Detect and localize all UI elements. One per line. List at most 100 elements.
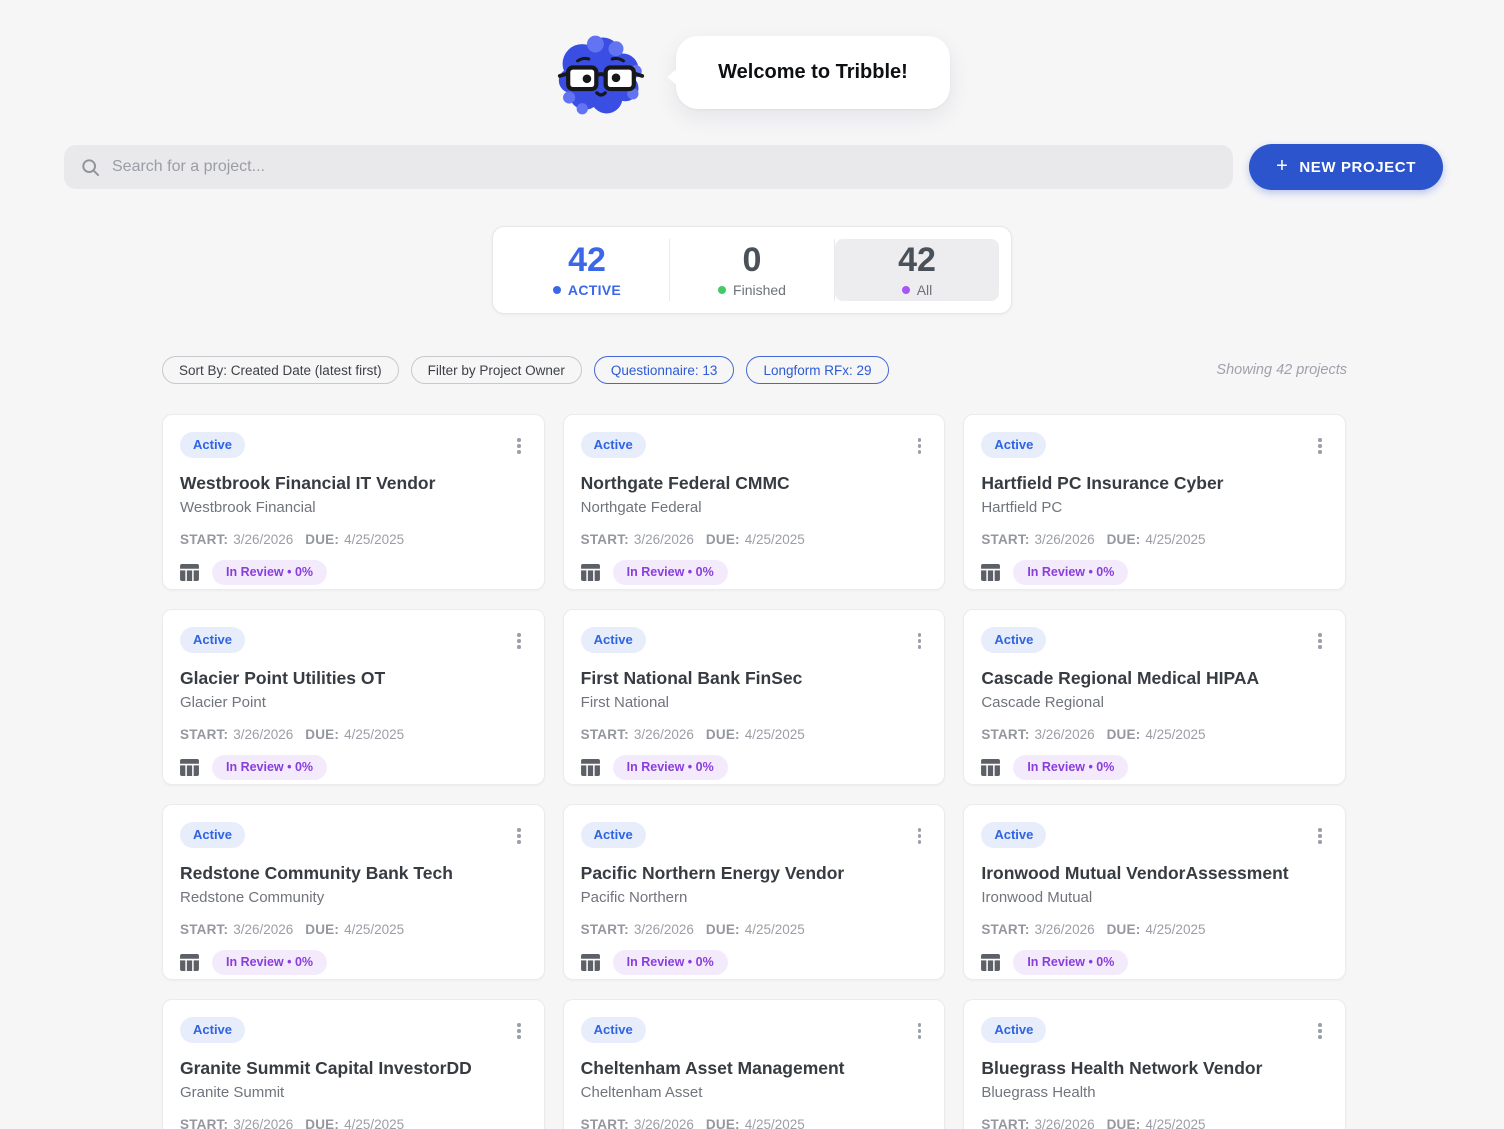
due-label: DUE: (1106, 921, 1141, 937)
progress-pill: In Review • 0% (212, 754, 328, 780)
welcome-bubble: Welcome to Tribble! (667, 36, 950, 109)
start-date: 3/26/2026 (233, 1116, 294, 1129)
stat-active[interactable]: 42 ACTIVE (505, 239, 669, 301)
start-label: START: (580, 531, 629, 547)
due-date: 4/25/2025 (1145, 726, 1206, 742)
due-label: DUE: (1106, 1116, 1141, 1129)
project-company: Pacific Northern (580, 888, 688, 906)
due-date: 4/25/2025 (1145, 531, 1206, 547)
kebab-menu-icon[interactable] (1312, 824, 1328, 848)
start-label: START: (580, 726, 629, 742)
table-icon (981, 953, 1001, 971)
status-badge: Active (580, 1017, 646, 1043)
table-icon (580, 758, 600, 776)
project-company: Northgate Federal (580, 498, 702, 516)
project-dates: START: 3/26/2026 DUE: 4/25/2025 (581, 532, 928, 547)
due-date: 4/25/2025 (344, 1116, 405, 1129)
due-label: DUE: (305, 1116, 340, 1129)
progress-pill: In Review • 0% (612, 754, 728, 780)
start-date: 3/26/2026 (1034, 1116, 1095, 1129)
project-title: Northgate Federal CMMC (580, 472, 790, 493)
search-bar[interactable] (64, 145, 1234, 189)
status-badge: Active (981, 432, 1047, 458)
progress-pill: In Review • 0% (1013, 559, 1129, 585)
project-card[interactable]: Active Pacific Northern Energy Vendor Pa… (562, 804, 946, 980)
project-company: Ironwood Mutual (981, 888, 1093, 906)
project-company: Bluegrass Health (981, 1083, 1096, 1101)
kebab-menu-icon[interactable] (1312, 1019, 1328, 1043)
kebab-menu-icon[interactable] (511, 629, 527, 653)
status-badge: Active (180, 432, 246, 458)
projects-grid: Active Westbrook Financial IT Vendor Wes… (162, 414, 1346, 1129)
stat-active-value: 42 (568, 240, 606, 279)
start-date: 3/26/2026 (633, 531, 694, 547)
longform-rfx-chip[interactable]: Longform RFx: 29 (746, 356, 889, 384)
project-stats-card: 42 ACTIVE 0 Finished 42 All (492, 226, 1012, 314)
stat-finished[interactable]: 0 Finished (670, 239, 834, 301)
start-label: START: (981, 1116, 1030, 1129)
project-dates: START: 3/26/2026 DUE: 4/25/2025 (981, 1117, 1328, 1129)
progress-pill: In Review • 0% (612, 559, 728, 585)
project-dates: START: 3/26/2026 DUE: 4/25/2025 (981, 727, 1328, 742)
project-card[interactable]: Active Glacier Point Utilities OT Glacie… (162, 609, 545, 785)
project-company: Cheltenham Asset (580, 1083, 703, 1101)
kebab-menu-icon[interactable] (1312, 629, 1328, 653)
start-date: 3/26/2026 (233, 726, 294, 742)
due-date: 4/25/2025 (744, 531, 805, 547)
kebab-menu-icon[interactable] (511, 824, 527, 848)
new-project-button[interactable]: + NEW PROJECT (1249, 144, 1443, 190)
project-title: Hartfield PC Insurance Cyber (981, 472, 1224, 493)
progress-pill: In Review • 0% (212, 559, 328, 585)
active-dot-icon (552, 285, 561, 294)
kebab-menu-icon[interactable] (511, 434, 527, 458)
project-card[interactable]: Active Westbrook Financial IT Vendor Wes… (162, 414, 545, 590)
new-project-label: NEW PROJECT (1299, 158, 1416, 176)
stat-finished-value: 0 (742, 240, 762, 279)
due-label: DUE: (305, 726, 340, 742)
project-card[interactable]: Active Bluegrass Health Network Vendor B… (963, 999, 1346, 1129)
status-badge: Active (580, 822, 646, 848)
project-card[interactable]: Active Cheltenham Asset Management Chelt… (562, 999, 946, 1129)
kebab-menu-icon[interactable] (912, 434, 928, 458)
project-title: First National Bank FinSec (580, 667, 803, 688)
project-card[interactable]: Active Northgate Federal CMMC Northgate … (562, 414, 946, 590)
sort-by-chip[interactable]: Sort By: Created Date (latest first) (162, 356, 399, 384)
stats-divider (834, 239, 835, 301)
kebab-menu-icon[interactable] (912, 629, 928, 653)
project-company: Granite Summit (180, 1083, 285, 1101)
results-summary: Showing 42 projects (1216, 362, 1347, 378)
search-row: + NEW PROJECT (64, 144, 1443, 190)
project-card[interactable]: Active Cascade Regional Medical HIPAA Ca… (963, 609, 1346, 785)
project-dates: START: 3/26/2026 DUE: 4/25/2025 (981, 922, 1328, 937)
start-date: 3/26/2026 (1034, 726, 1095, 742)
stat-all[interactable]: 42 All (835, 239, 999, 301)
project-dates: START: 3/26/2026 DUE: 4/25/2025 (180, 922, 527, 937)
start-label: START: (580, 1116, 629, 1129)
due-date: 4/25/2025 (344, 726, 405, 742)
project-card[interactable]: Active Redstone Community Bank Tech Reds… (162, 804, 545, 980)
due-date: 4/25/2025 (344, 531, 405, 547)
project-title: Glacier Point Utilities OT (180, 667, 386, 688)
progress-pill: In Review • 0% (612, 949, 728, 975)
due-label: DUE: (705, 921, 740, 937)
start-date: 3/26/2026 (633, 1116, 694, 1129)
project-card[interactable]: Active First National Bank FinSec First … (562, 609, 946, 785)
questionnaire-chip[interactable]: Questionnaire: 13 (593, 356, 735, 384)
filter-owner-chip[interactable]: Filter by Project Owner (410, 356, 582, 384)
kebab-menu-icon[interactable] (1312, 434, 1328, 458)
start-label: START: (180, 531, 229, 547)
project-card[interactable]: Active Ironwood Mutual VendorAssessment … (963, 804, 1346, 980)
progress-pill: In Review • 0% (212, 949, 328, 975)
search-input[interactable] (112, 158, 1217, 176)
status-badge: Active (180, 822, 246, 848)
stat-all-value: 42 (898, 240, 936, 279)
status-badge: Active (981, 822, 1047, 848)
project-title: Granite Summit Capital InvestorDD (180, 1057, 472, 1078)
project-company: Hartfield PC (981, 498, 1063, 516)
kebab-menu-icon[interactable] (912, 824, 928, 848)
project-card[interactable]: Active Hartfield PC Insurance Cyber Hart… (963, 414, 1346, 590)
project-card[interactable]: Active Granite Summit Capital InvestorDD… (162, 999, 545, 1129)
due-label: DUE: (1106, 531, 1141, 547)
kebab-menu-icon[interactable] (912, 1019, 928, 1043)
kebab-menu-icon[interactable] (511, 1019, 527, 1043)
